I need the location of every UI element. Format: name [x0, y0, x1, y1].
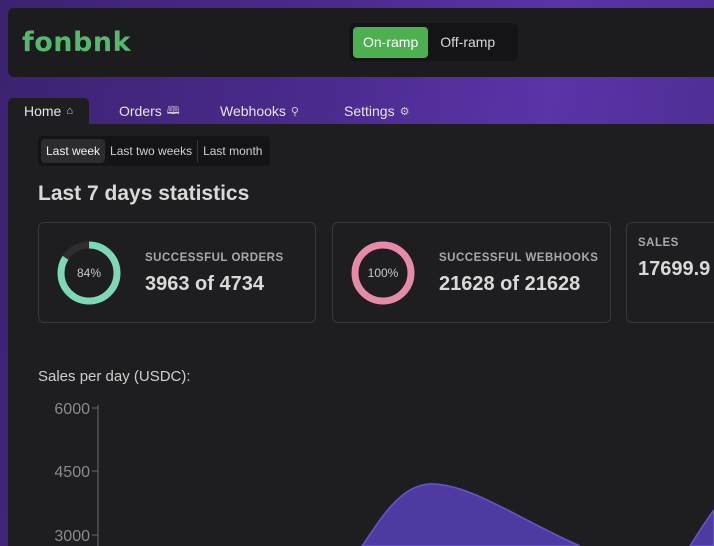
orders-progress-ring: 84% — [57, 241, 121, 305]
chart-title: Sales per day (USDC): — [38, 368, 191, 385]
tab-webhooks-label: Webhooks — [220, 103, 286, 119]
sales-area-rise — [689, 508, 714, 546]
orders-card-title: SUCCESSFUL ORDERS — [145, 252, 284, 264]
period-selector: Last week Last two weeks Last month — [38, 136, 271, 166]
ramp-toggle: On-ramp Off-ramp — [349, 23, 518, 61]
y-tick-label-6000: 6000 — [54, 401, 90, 418]
tab-home-label: Home — [24, 103, 62, 119]
webhooks-ring-fill — [351, 241, 415, 305]
tab-orders[interactable]: Orders 🕮 — [119, 98, 180, 124]
webhooks-progress-ring: 100% — [351, 241, 415, 305]
tab-webhooks[interactable]: Webhooks ⚲ — [220, 98, 299, 124]
sales-card-value: 17699.9 — [638, 258, 711, 280]
gear-icon: ⚙ — [399, 105, 410, 118]
page-title: Last 7 days statistics — [38, 182, 250, 205]
sales-area-peak — [361, 483, 581, 546]
webhooks-stat-card: 100% SUCCESSFUL WEBHOOKS 21628 of 21628 — [332, 222, 611, 323]
sales-stat-card: SALES 17699.9 — [626, 222, 714, 323]
orders-stat-card: 84% SUCCESSFUL ORDERS 3963 of 4734 — [38, 222, 316, 323]
webhooks-card-title: SUCCESSFUL WEBHOOKS — [439, 252, 599, 264]
tab-orders-label: Orders — [119, 103, 162, 119]
y-tick-label-4500: 4500 — [54, 464, 90, 481]
book-icon: 🕮 — [166, 104, 180, 117]
home-icon: ⌂ — [66, 105, 74, 117]
period-last-month[interactable]: Last month — [203, 144, 263, 158]
on-ramp-button[interactable]: On-ramp — [353, 26, 429, 58]
webhooks-card-value: 21628 of 21628 — [439, 273, 581, 295]
tab-settings-label: Settings — [344, 103, 395, 119]
webhooks-percent-label: 100% — [368, 266, 399, 280]
orders-percent-label: 84% — [77, 266, 101, 280]
webhook-icon: ⚲ — [290, 105, 299, 118]
y-tick-label-3000: 3000 — [54, 528, 90, 545]
tab-settings[interactable]: Settings ⚙ — [344, 98, 409, 124]
brand-logo[interactable]: fonbnk — [22, 27, 132, 58]
tab-home[interactable]: Home ⌂ — [8, 98, 90, 124]
orders-card-value: 3963 of 4734 — [145, 273, 264, 295]
period-last-week[interactable]: Last week — [41, 139, 106, 163]
period-last-two-weeks[interactable]: Last two weeks — [110, 144, 193, 158]
sales-card-title: SALES — [638, 237, 679, 249]
period-divider — [197, 140, 199, 162]
orders-ring-fill — [57, 241, 121, 305]
main-panel — [8, 124, 714, 546]
off-ramp-button[interactable]: Off-ramp — [440, 34, 496, 50]
